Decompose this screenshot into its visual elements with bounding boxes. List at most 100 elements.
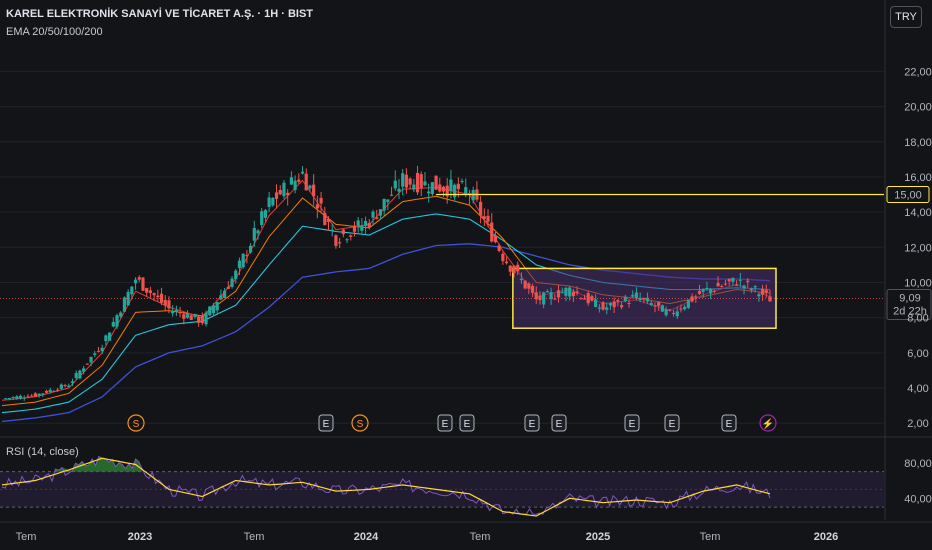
e-badge-icon[interactable]: E	[524, 414, 540, 432]
candle-body	[78, 370, 82, 379]
candlestick-series	[4, 165, 772, 401]
candle-body	[694, 296, 698, 298]
candle-body	[252, 228, 256, 241]
candle-body	[22, 397, 26, 399]
price-axis[interactable]: 22,00 20,00 18,00 16,00 14,00 12,00 10,00 8,00 6…	[884, 0, 932, 520]
candle-body	[74, 373, 78, 379]
rsi-legend[interactable]: RSI (14, close)	[6, 446, 79, 458]
candle-body	[638, 297, 642, 301]
candle-body	[286, 192, 290, 196]
candle-body	[56, 389, 60, 391]
candle-body	[148, 290, 153, 293]
e-badge-icon[interactable]: E	[318, 414, 334, 432]
e-badge-icon[interactable]: E	[624, 414, 640, 432]
candle-body	[545, 291, 549, 293]
price-tick-label: 12,00	[904, 242, 932, 254]
time-tick-label: Tem	[244, 531, 265, 543]
candle-body	[608, 302, 613, 306]
currency-button[interactable]: TRY	[890, 6, 922, 28]
candle-body	[560, 292, 564, 294]
candle-body	[360, 225, 364, 231]
candle-body	[556, 290, 561, 298]
candle-body	[634, 292, 639, 298]
lightning-icon[interactable]: ⚡	[759, 414, 777, 432]
candle-body	[479, 201, 483, 216]
candle-body	[668, 309, 672, 311]
time-axis[interactable]: Tem 2023 Tem 2024 Tem 2025 Tem 2026	[0, 521, 932, 543]
candle-body	[742, 285, 746, 289]
candle-body	[716, 282, 720, 287]
event-badges[interactable]: S E S E E E E E E E ⚡	[127, 414, 777, 432]
candle-body	[274, 192, 279, 199]
e-badge-icon[interactable]: E	[664, 414, 680, 432]
candle-body	[178, 312, 182, 314]
badge-letter: S	[357, 419, 364, 430]
candle-body	[334, 235, 338, 246]
candle-body	[338, 242, 342, 244]
candle-body	[597, 307, 601, 309]
s-badge-icon[interactable]: S	[351, 414, 369, 432]
candle-body	[145, 287, 149, 293]
candle-body	[449, 179, 453, 192]
badge-letter: E	[556, 419, 563, 430]
candle-body	[104, 335, 108, 342]
candle-body	[363, 220, 368, 226]
s-badge-icon[interactable]: S	[127, 414, 145, 432]
candle-body	[712, 290, 716, 292]
ema-indicator-legend[interactable]: EMA 20/50/100/200	[6, 26, 103, 38]
candle-body	[516, 264, 520, 272]
candle-body	[375, 217, 379, 219]
e-badge-icon[interactable]: E	[437, 414, 453, 432]
candle-body	[107, 332, 112, 341]
candle-body	[389, 194, 394, 196]
candle-body	[504, 261, 509, 264]
candle-body	[760, 288, 765, 295]
candle-body	[727, 278, 731, 282]
candle-body	[141, 277, 145, 291]
e-badge-icon[interactable]: E	[721, 414, 737, 432]
candle-body	[486, 215, 490, 222]
candle-body	[30, 395, 34, 397]
candle-body	[460, 181, 464, 183]
candle-body	[404, 174, 409, 188]
candle-body	[126, 291, 130, 306]
candle-body	[308, 185, 312, 189]
candle-body	[612, 301, 616, 308]
price-tick-label: 16,00	[904, 172, 932, 184]
candle-body	[289, 177, 293, 185]
candle-body	[382, 198, 386, 211]
time-tick-label: 2023	[128, 531, 152, 543]
candle-body	[401, 173, 405, 187]
horizontal-level-line[interactable]: 15,00	[436, 186, 930, 204]
candle-body	[671, 312, 676, 314]
badge-letter: E	[442, 419, 449, 430]
chart-title: KAREL ELEKTRONİK SANAYİ VE TİCARET A.Ş. …	[6, 8, 314, 20]
price-tick-label: 6,00	[907, 348, 928, 360]
badge-shape	[127, 414, 145, 432]
countdown-label: 2d 22h	[893, 305, 927, 317]
candle-body	[631, 294, 635, 297]
badge-letter: E	[323, 419, 330, 430]
candle-body	[701, 288, 705, 292]
candle-body	[256, 230, 260, 234]
e-badge-icon[interactable]: E	[551, 414, 567, 432]
candle-body	[96, 350, 101, 352]
candle-body	[18, 395, 23, 399]
rsi-tick-label: 40,00	[904, 493, 932, 505]
candle-body	[159, 293, 164, 303]
candle-body	[349, 235, 353, 237]
candle-body	[553, 298, 557, 300]
candle-body	[4, 398, 8, 400]
candle-body	[664, 309, 668, 316]
candle-body	[48, 389, 52, 393]
time-tick-label: Tem	[700, 531, 721, 543]
candle-body	[352, 225, 357, 232]
e-badge-icon[interactable]: E	[459, 414, 475, 432]
candle-body	[523, 280, 527, 289]
candle-body	[267, 197, 271, 207]
candle-body	[59, 384, 63, 389]
candle-body	[378, 209, 383, 216]
time-tick-label: 2025	[586, 531, 610, 543]
candle-body	[82, 368, 86, 372]
